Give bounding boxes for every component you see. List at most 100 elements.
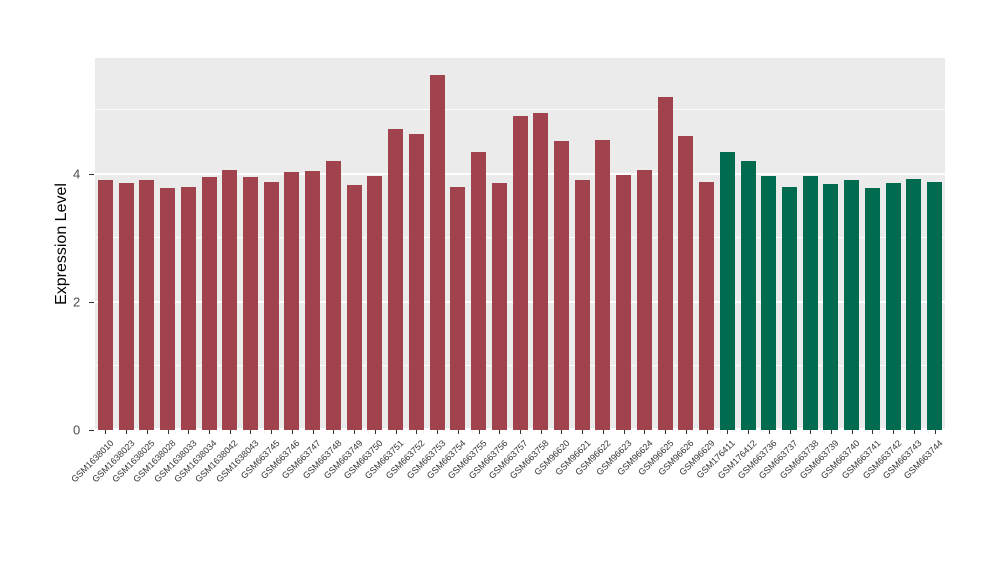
x-axis-label-text: GSM1638034 (172, 438, 220, 485)
x-axis-tick (146, 430, 148, 434)
bar (657, 97, 673, 430)
bar (408, 134, 424, 430)
x-axis-label-text: GSM96626 (656, 438, 696, 478)
x-axis-tick (520, 430, 521, 434)
x-axis-label-text: GSM663758 (507, 438, 551, 481)
x-axis-tick (312, 430, 314, 434)
bar (533, 113, 549, 430)
bar (885, 182, 901, 430)
x-axis-tick (934, 430, 936, 434)
bar (263, 181, 279, 430)
x-axis-label-text: GSM663737 (756, 438, 800, 481)
x-axis-tick (499, 430, 501, 434)
x-axis-tick (291, 430, 293, 434)
bar (636, 169, 652, 430)
bar (346, 184, 362, 430)
x-axis-tick (209, 430, 211, 434)
x-axis-label-text: GSM663744 (901, 438, 945, 481)
x-axis-label-text: GSM663745 (238, 438, 282, 481)
bar (325, 161, 341, 430)
x-axis-label-text: GSM96624 (615, 438, 655, 478)
x-axis-tick (830, 430, 832, 434)
minor-gridline (95, 109, 945, 110)
bar (284, 172, 300, 430)
x-axis-tick (768, 430, 770, 434)
bar (429, 74, 445, 430)
bar (512, 116, 528, 430)
x-axis-label-text: GSM663749 (321, 438, 365, 481)
bar (927, 181, 943, 430)
bar (450, 186, 466, 430)
y-axis-tick-label: 2 (73, 294, 81, 310)
bar (118, 182, 134, 430)
y-axis-tick-label: 4 (73, 166, 81, 182)
bar (574, 180, 590, 430)
bar (616, 175, 632, 430)
x-axis-tick (872, 430, 874, 434)
bar (782, 186, 797, 430)
x-axis-tick (478, 430, 480, 434)
x-axis-tick (105, 430, 107, 434)
x-axis-label-text: GSM96625 (635, 438, 676, 478)
x-axis-tick (229, 430, 231, 434)
x-axis-label-text: GSM663748 (300, 438, 344, 481)
x-axis-tick (623, 430, 625, 434)
x-axis-tick (893, 430, 895, 434)
bar (242, 177, 258, 430)
x-axis-tick (685, 430, 687, 434)
bar (388, 129, 404, 430)
x-axis-tick (582, 430, 584, 434)
bar (305, 170, 321, 430)
x-axis-label-text: GSM663755 (445, 438, 489, 481)
x-axis-label-text: GSM663741 (839, 438, 883, 481)
x-axis-label-text: GSM1638042 (193, 438, 240, 485)
bar (222, 169, 238, 430)
y-axis-title: Expression Level (53, 183, 70, 305)
x-axis-label-text: GSM663738 (777, 438, 821, 481)
x-axis-label-text: GSM96629 (677, 438, 717, 478)
x-axis-label-text: GSM663756 (466, 438, 510, 481)
bar (180, 186, 196, 430)
chart-panel (95, 58, 945, 430)
bar (678, 135, 694, 430)
x-axis-tick (416, 430, 418, 434)
bar (491, 182, 507, 430)
x-axis-label-text: GSM663750 (342, 438, 385, 481)
bar (864, 188, 880, 430)
x-axis-tick (644, 430, 646, 434)
bar (699, 182, 715, 430)
x-axis-label-text: GSM663747 (279, 438, 323, 481)
x-axis-label-text: GSM663740 (818, 438, 862, 481)
x-axis-label-text: GSM663739 (798, 438, 842, 481)
x-axis-label-text: GSM663754 (425, 438, 468, 481)
x-axis-label-text: GSM96620 (532, 438, 572, 478)
x-axis-tick (374, 430, 376, 434)
x-axis-tick (457, 430, 459, 434)
bar (761, 175, 777, 430)
x-axis-tick (333, 430, 335, 434)
bar (201, 177, 217, 430)
x-axis-label-text: GSM96621 (552, 438, 593, 478)
bar (471, 151, 487, 430)
x-axis-tick (706, 430, 708, 434)
x-axis-tick (851, 430, 853, 434)
bar (553, 140, 569, 430)
x-axis-label-text: GSM176411 (695, 438, 738, 481)
bar (906, 179, 922, 430)
x-axis-label-text: GSM1638010 (69, 438, 116, 485)
x-axis-tick (913, 430, 915, 434)
bar (844, 180, 860, 430)
x-axis-tick (167, 430, 169, 434)
x-axis-label-text: GSM663757 (487, 438, 531, 481)
x-axis-tick (437, 430, 439, 434)
bar (97, 180, 113, 430)
x-axis-label-text: GSM1638028 (131, 438, 178, 485)
x-axis-tick (727, 430, 729, 434)
x-axis-label-text: GSM1638033 (152, 438, 199, 485)
x-axis-tick (540, 430, 542, 434)
x-axis-tick (602, 430, 604, 434)
y-axis-tick (89, 174, 94, 175)
x-axis-label-text: GSM663746 (259, 438, 303, 481)
x-axis-label-text: GSM663751 (362, 438, 406, 481)
x-axis-tick (126, 430, 128, 434)
